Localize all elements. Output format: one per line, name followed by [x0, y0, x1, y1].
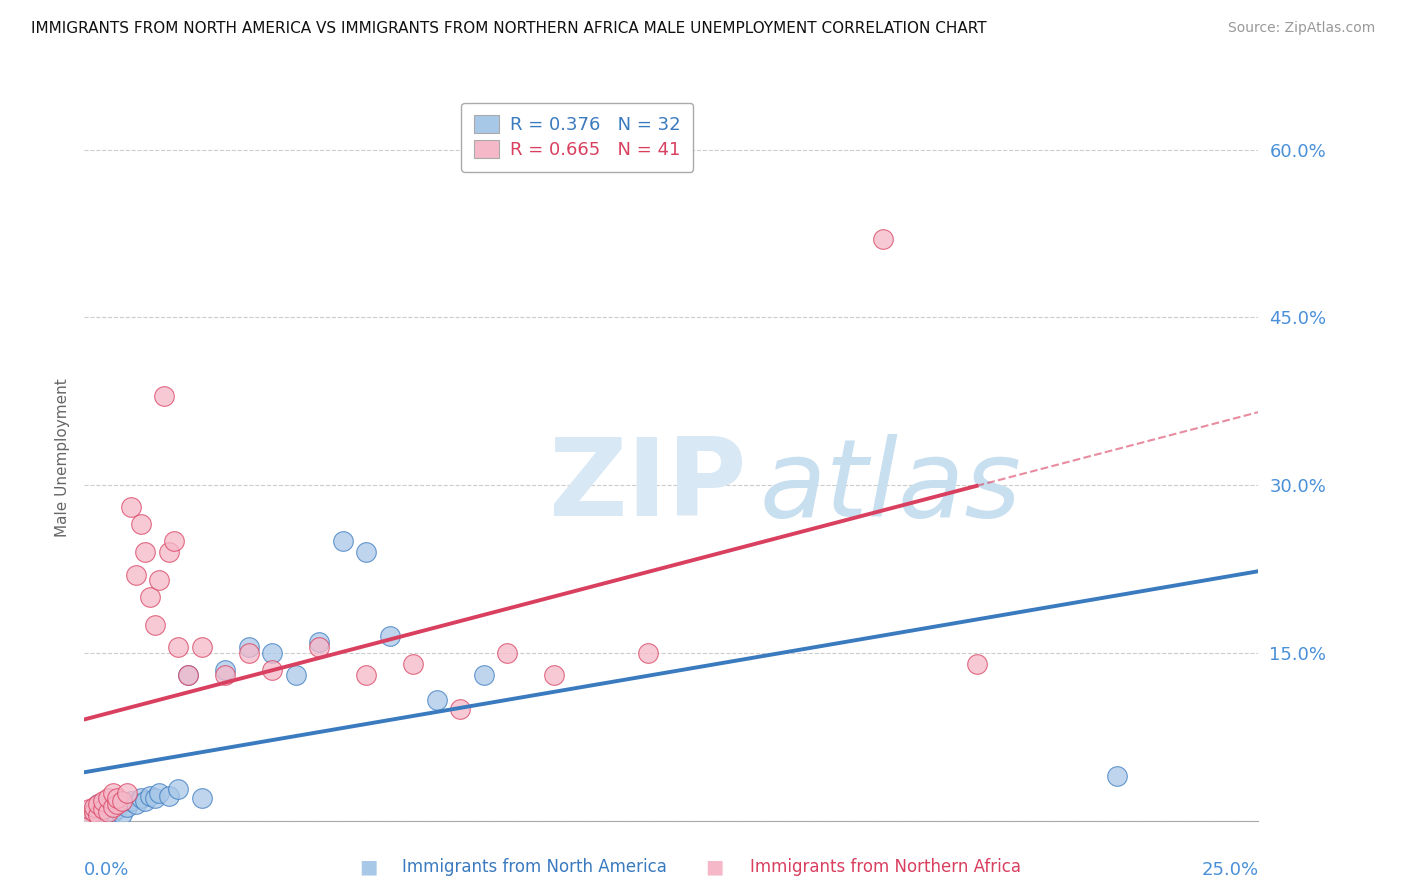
Point [354, 545, 377, 559]
Text: ZIP: ZIP [548, 434, 747, 540]
Point [162, 534, 184, 549]
Point [134, 793, 156, 807]
Point [101, 800, 124, 814]
Point [191, 791, 214, 805]
Point [139, 789, 162, 803]
Point [214, 663, 236, 677]
Point [262, 646, 284, 660]
Point [354, 668, 377, 682]
Point [83, 800, 105, 814]
Point [148, 573, 170, 587]
Text: ■: ■ [704, 857, 724, 877]
Point [105, 802, 128, 816]
Point [83, 802, 105, 816]
Point [167, 782, 190, 797]
Point [332, 534, 354, 549]
Point [129, 791, 152, 805]
Point [167, 640, 190, 655]
Point [125, 567, 148, 582]
Point [111, 793, 134, 807]
Text: atlas: atlas [759, 434, 1021, 539]
Point [97, 800, 120, 814]
Point [496, 646, 519, 660]
Legend: R = 0.376   N = 32, R = 0.665   N = 41: R = 0.376 N = 32, R = 0.665 N = 41 [461, 103, 693, 172]
Point [115, 786, 138, 800]
Point [472, 668, 495, 682]
Point [308, 634, 330, 648]
Point [426, 693, 449, 707]
Point [91, 793, 114, 807]
Point [148, 786, 170, 800]
Point [120, 500, 142, 515]
Point [77, 808, 100, 822]
Point [157, 789, 180, 803]
Point [378, 629, 401, 643]
Point [87, 797, 110, 811]
Text: Immigrants from North America: Immigrants from North America [402, 858, 666, 876]
Point [284, 668, 307, 682]
Point [111, 806, 134, 821]
Text: Source: ZipAtlas.com: Source: ZipAtlas.com [1227, 21, 1375, 35]
Point [97, 805, 120, 819]
Point [101, 805, 124, 819]
Text: Immigrants from Northern Africa: Immigrants from Northern Africa [751, 858, 1021, 876]
Point [77, 808, 100, 822]
Point [143, 791, 166, 805]
Y-axis label: Male Unemployment: Male Unemployment [55, 378, 70, 536]
Point [91, 808, 114, 822]
Point [1107, 769, 1129, 783]
Point [157, 545, 180, 559]
Point [87, 805, 110, 819]
Text: 0.0%: 0.0% [84, 861, 129, 879]
Point [129, 517, 152, 532]
Point [176, 668, 198, 682]
Point [120, 793, 142, 807]
Point [238, 646, 260, 660]
Point [139, 590, 162, 604]
Point [153, 389, 176, 403]
Point [115, 800, 138, 814]
Point [97, 791, 120, 805]
Point [262, 663, 284, 677]
Point [91, 802, 114, 816]
Point [238, 640, 260, 655]
Point [966, 657, 988, 671]
Point [214, 668, 236, 682]
Point [402, 657, 425, 671]
Text: ■: ■ [359, 857, 378, 877]
Text: IMMIGRANTS FROM NORTH AMERICA VS IMMIGRANTS FROM NORTHERN AFRICA MALE UNEMPLOYME: IMMIGRANTS FROM NORTH AMERICA VS IMMIGRA… [31, 21, 987, 36]
Point [872, 232, 894, 246]
Point [176, 668, 198, 682]
Point [87, 797, 110, 811]
Point [125, 797, 148, 811]
Point [105, 791, 128, 805]
Point [543, 668, 565, 682]
Point [134, 545, 156, 559]
Point [449, 702, 471, 716]
Point [191, 640, 214, 655]
Point [77, 802, 100, 816]
Text: 25.0%: 25.0% [1201, 861, 1258, 879]
Point [308, 640, 330, 655]
Point [83, 805, 105, 819]
Point [87, 808, 110, 822]
Point [637, 646, 659, 660]
Point [101, 786, 124, 800]
Point [105, 797, 128, 811]
Point [143, 618, 166, 632]
